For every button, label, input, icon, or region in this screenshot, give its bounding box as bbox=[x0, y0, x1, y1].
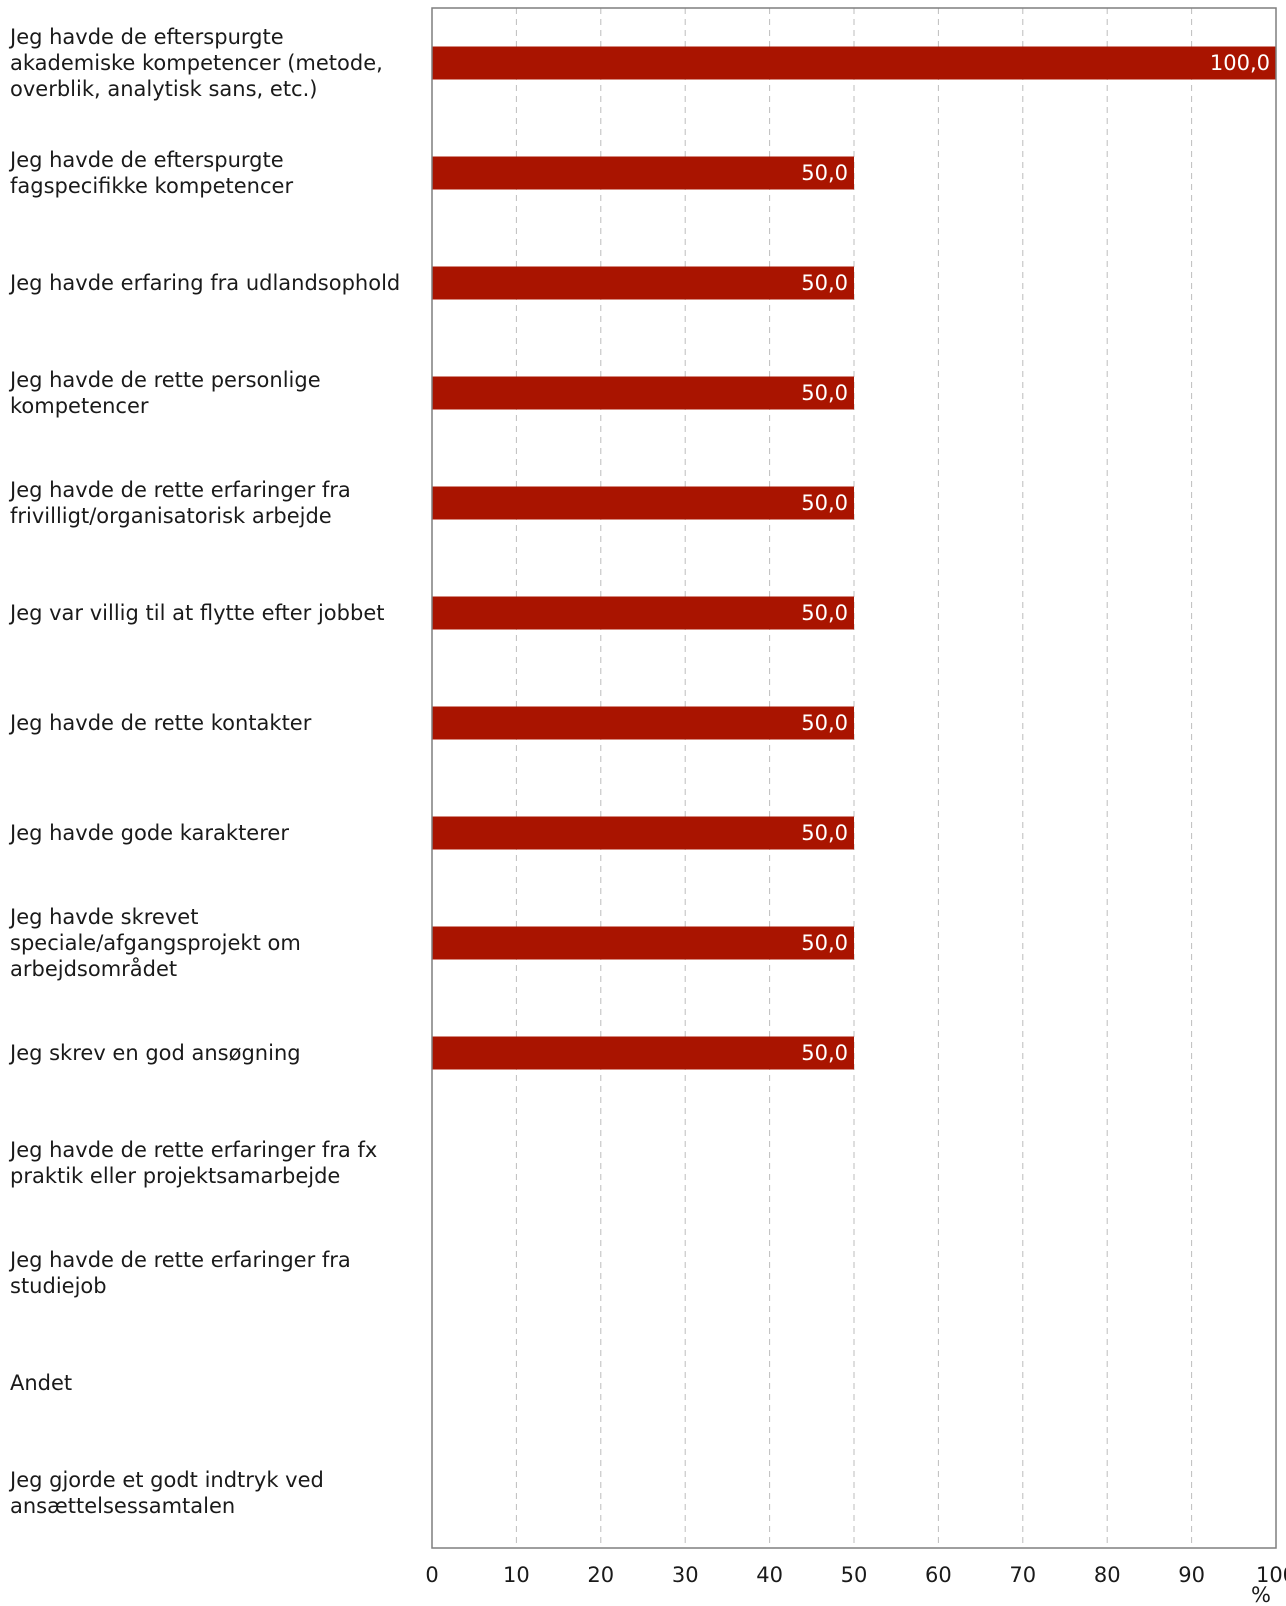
value-labels: 100,0 50,0 50,0 50,0 50,0 50,0 50,0 50,0 50,0 50,… bbox=[801, 51, 1270, 1065]
category-label-14: Jeg gjorde et godt indtryk ved ansættelse… bbox=[8, 1468, 324, 1518]
category-label-line: Jeg havde erfaring fra udlandsophold bbox=[8, 271, 400, 295]
category-label-line: Jeg skrev en god ansøgning bbox=[8, 1041, 301, 1065]
category-label-line: Jeg havde skrevet bbox=[8, 905, 198, 929]
x-tick-label-20: 20 bbox=[587, 1563, 614, 1587]
x-axis-unit-label: % bbox=[1251, 1583, 1271, 1606]
bar-9 bbox=[432, 926, 854, 960]
value-label-2: 50,0 bbox=[801, 161, 848, 185]
category-label-line: speciale/afgangsprojekt om bbox=[10, 931, 301, 955]
category-label-line: Jeg havde de efterspurgte bbox=[8, 25, 284, 49]
category-label-line: Jeg havde de rette erfaringer fra fx bbox=[8, 1138, 377, 1162]
value-label-5: 50,0 bbox=[801, 491, 848, 515]
bar-5 bbox=[432, 486, 854, 520]
value-label-6: 50,0 bbox=[801, 601, 848, 625]
category-label-line: Jeg havde de rette personlige bbox=[8, 368, 321, 392]
plot-border bbox=[431, 7, 1277, 1549]
category-label-4: Jeg havde de rette personlige kompetencer bbox=[8, 368, 321, 418]
category-label-line: arbejdsområdet bbox=[10, 956, 177, 981]
bars bbox=[432, 46, 1276, 1070]
gridlines bbox=[515, 8, 1193, 1548]
bar-7 bbox=[432, 706, 854, 740]
category-label-line: Jeg havde gode karakterer bbox=[8, 821, 289, 845]
category-label-line: Jeg havde de rette erfaringer fra bbox=[8, 1248, 351, 1272]
value-label-9: 50,0 bbox=[801, 931, 848, 955]
category-label-line: fagspecifikke kompetencer bbox=[10, 174, 293, 198]
x-tick-label-80: 80 bbox=[1094, 1563, 1121, 1587]
value-label-1: 100,0 bbox=[1210, 51, 1270, 75]
category-label-line: ansættelsessamtalen bbox=[10, 1494, 235, 1518]
x-tick-label-0: 0 bbox=[425, 1563, 438, 1587]
category-label-line: Jeg havde de rette erfaringer fra bbox=[8, 478, 351, 502]
category-label-8: Jeg havde gode karakterer bbox=[8, 821, 289, 845]
category-label-2: Jeg havde de efterspurgte fagspecifikke k… bbox=[8, 148, 293, 198]
value-label-8: 50,0 bbox=[801, 821, 848, 845]
x-tick-label-10: 10 bbox=[503, 1563, 530, 1587]
category-label-line: frivilligt/organisatorisk arbejde bbox=[10, 504, 332, 528]
plot-frame bbox=[431, 7, 1277, 1549]
x-tick-label-100: 100 bbox=[1256, 1563, 1286, 1587]
bar-2 bbox=[432, 156, 854, 190]
x-tick-label-90: 90 bbox=[1178, 1563, 1205, 1587]
x-axis-ticks: 0 10 20 30 40 50 60 70 80 90 100 bbox=[425, 1563, 1286, 1587]
x-tick-label-60: 60 bbox=[925, 1563, 952, 1587]
category-label-line: Jeg var villig til at flytte efter jobbe… bbox=[8, 601, 384, 625]
bar-10 bbox=[432, 1036, 854, 1070]
category-label-7: Jeg havde de rette kontakter bbox=[8, 711, 312, 735]
value-label-7: 50,0 bbox=[801, 711, 848, 735]
category-label-11: Jeg havde de rette erfaringer fra fx prak… bbox=[8, 1138, 377, 1188]
bar-3 bbox=[432, 266, 854, 300]
x-tick-label-30: 30 bbox=[672, 1563, 699, 1587]
x-tick-label-50: 50 bbox=[841, 1563, 868, 1587]
bar-4 bbox=[432, 376, 854, 410]
x-tick-label-70: 70 bbox=[1009, 1563, 1036, 1587]
category-label-9: Jeg havde skrevet speciale/afgangsprojekt… bbox=[8, 905, 301, 981]
category-label-3: Jeg havde erfaring fra udlandsophold bbox=[8, 271, 400, 295]
category-label-line: Andet bbox=[10, 1371, 72, 1395]
category-label-line: studiejob bbox=[10, 1274, 107, 1298]
category-label-13: Andet bbox=[10, 1371, 72, 1395]
category-label-line: akademiske kompetencer (metode, bbox=[10, 51, 383, 75]
category-label-12: Jeg havde de rette erfaringer fra studiej… bbox=[8, 1248, 351, 1298]
category-label-line: praktik eller projektsamarbejde bbox=[10, 1164, 340, 1188]
category-label-line: Jeg gjorde et godt indtryk ved bbox=[8, 1468, 324, 1492]
category-label-line: Jeg havde de efterspurgte bbox=[8, 148, 284, 172]
category-label-6: Jeg var villig til at flytte efter jobbe… bbox=[8, 601, 384, 625]
category-label-5: Jeg havde de rette erfaringer fra frivill… bbox=[8, 478, 351, 528]
category-label-line: Jeg havde de rette kontakter bbox=[8, 711, 312, 735]
bar-1 bbox=[432, 46, 1276, 80]
value-label-3: 50,0 bbox=[801, 271, 848, 295]
category-label-10: Jeg skrev en god ansøgning bbox=[8, 1041, 301, 1065]
category-label-line: overblik, analytisk sans, etc.) bbox=[10, 77, 317, 101]
value-label-4: 50,0 bbox=[801, 381, 848, 405]
category-label-line: kompetencer bbox=[10, 394, 149, 418]
bar-8 bbox=[432, 816, 854, 850]
bar-6 bbox=[432, 596, 854, 630]
value-label-10: 50,0 bbox=[801, 1041, 848, 1065]
category-label-1: Jeg havde de efterspurgte akademiske komp… bbox=[8, 25, 383, 101]
x-tick-label-40: 40 bbox=[756, 1563, 783, 1587]
category-labels: Jeg havde de efterspurgte akademiske komp… bbox=[8, 25, 400, 1518]
